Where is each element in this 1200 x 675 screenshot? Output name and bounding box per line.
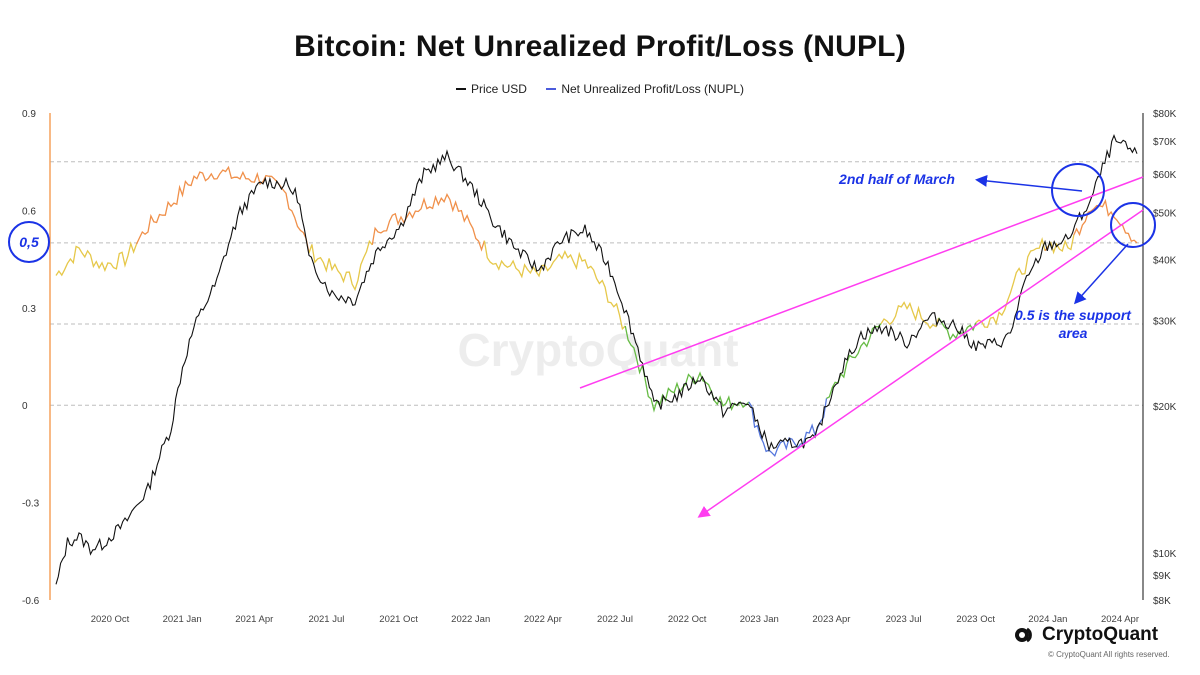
annotations: 0,5 2nd half of March 0.5 is the support ar… <box>8 163 1156 518</box>
left-tick-label: 0.6 <box>22 206 36 217</box>
nupl-line-segment <box>135 165 310 254</box>
legend-label-price: Price USD <box>470 82 527 96</box>
lower-trendline <box>697 209 1144 518</box>
x-tick-label: 2023 Jul <box>886 614 922 625</box>
march-arrow <box>975 174 1083 192</box>
right-tick-label: $80K <box>1153 109 1177 120</box>
nupl-line-segment <box>826 323 882 399</box>
legend-swatch-price <box>455 88 466 90</box>
nupl-line-segment <box>938 317 977 342</box>
left-marker-circle <box>8 221 50 263</box>
right-tick-label: $8K <box>1153 596 1171 607</box>
x-tick-label: 2022 Jan <box>451 614 490 625</box>
price-series <box>55 133 1138 585</box>
chart-title: Bitcoin: Net Unrealized Profit/Loss (NUP… <box>294 30 906 63</box>
left-tick-label: 0 <box>22 401 28 412</box>
nupl-line-segment <box>975 237 1046 329</box>
support-arrow <box>1073 243 1129 305</box>
grid-lines <box>50 161 1143 406</box>
right-tick-label: $60K <box>1153 170 1177 181</box>
cryptoquant-logo-icon <box>1014 627 1036 643</box>
nupl-line-segment <box>748 398 828 457</box>
right-tick-label: $70K <box>1153 137 1177 148</box>
legend-item-price[interactable]: Price USD <box>455 82 527 96</box>
upper-trendline <box>579 176 1144 389</box>
x-tick-label: 2020 Oct <box>91 614 130 625</box>
march-label: 2nd half of March <box>838 171 955 187</box>
x-tick-label: 2021 Jul <box>308 614 344 625</box>
nupl-line-segment <box>483 240 626 331</box>
left-tick-label: 0.9 <box>22 109 36 120</box>
right-tick-label: $50K <box>1153 208 1177 219</box>
right-tick-label: $40K <box>1153 256 1177 267</box>
x-tick-label: 2023 Apr <box>812 614 850 625</box>
x-tick-label: 2021 Oct <box>379 614 418 625</box>
x-tick-label: 2023 Oct <box>956 614 995 625</box>
nupl-line-segment <box>624 325 750 413</box>
right-tick-label: $9K <box>1153 571 1171 582</box>
support-label-line1: 0.5 is the support <box>1015 307 1132 323</box>
support-label-line2: area <box>1059 325 1088 341</box>
x-tick-label: 2021 Jan <box>163 614 202 625</box>
x-tick-label: 2024 Jan <box>1028 614 1067 625</box>
right-axis-ticks: $80K $70K $60K $50K $40K $30K $20K $10K $9K $8K <box>1153 109 1177 607</box>
left-tick-label: -0.6 <box>22 596 40 607</box>
brand-logo: CryptoQuant <box>1014 624 1158 646</box>
brand-name: CryptoQuant <box>1042 624 1159 645</box>
nupl-line-segment <box>308 239 373 292</box>
legend-label-nupl: Net Unrealized Profit/Loss (NUPL) <box>561 82 745 96</box>
copyright-text: © CryptoQuant All rights reserved. <box>1048 650 1170 659</box>
x-tick-label: 2022 Apr <box>524 614 562 625</box>
nupl-line-segment <box>1073 198 1138 244</box>
nupl-line-segment <box>371 193 486 252</box>
x-tick-label: 2024 Apr <box>1101 614 1139 625</box>
x-axis-ticks: 2020 Oct 2021 Jan 2021 Apr 2021 Jul 2021 Oct… <box>91 614 1139 625</box>
legend-swatch-nupl <box>546 88 557 90</box>
x-tick-label: 2022 Jul <box>597 614 633 625</box>
left-tick-label: 0.3 <box>22 304 36 315</box>
support-circle <box>1110 202 1156 248</box>
legend-item-nupl[interactable]: Net Unrealized Profit/Loss (NUPL) <box>546 82 744 96</box>
nupl-line-segment <box>55 241 138 277</box>
right-tick-label: $30K <box>1153 316 1177 327</box>
left-axis-ticks: 0.9 0.6 0.3 0 -0.3 -0.6 <box>22 109 40 607</box>
price-line <box>55 133 1138 585</box>
x-tick-label: 2021 Apr <box>235 614 273 625</box>
chart-legend: Price USD Net Unrealized Profit/Loss (NU… <box>0 79 1200 96</box>
nupl-series <box>55 165 1138 457</box>
nupl-line-segment <box>880 301 940 330</box>
x-tick-label: 2022 Oct <box>668 614 707 625</box>
right-tick-label: $10K <box>1153 549 1177 560</box>
watermark: CryptoQuant <box>457 324 738 376</box>
right-tick-label: $20K <box>1153 402 1177 413</box>
march-circle <box>1051 163 1105 217</box>
left-marker-label: 0,5 <box>19 234 39 250</box>
x-tick-label: 2023 Jan <box>740 614 779 625</box>
left-tick-label: -0.3 <box>22 499 40 510</box>
